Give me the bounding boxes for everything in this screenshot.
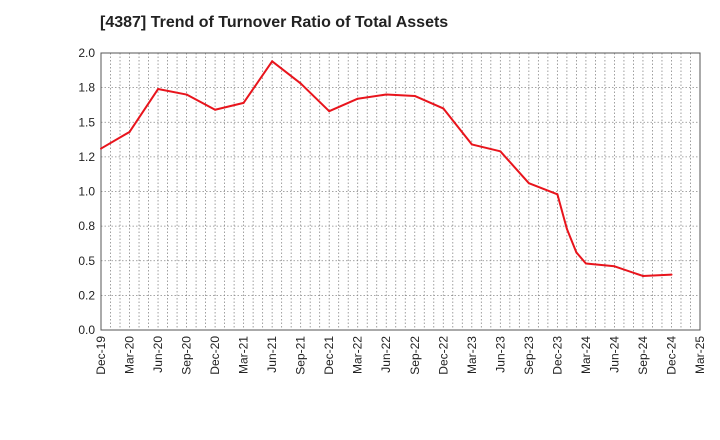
y-tick-label: 0.2 xyxy=(78,288,95,302)
data-point xyxy=(613,265,616,268)
plot-frame xyxy=(100,52,701,331)
data-point xyxy=(100,147,102,150)
y-tick-label: 1.5 xyxy=(78,115,95,129)
y-tick-label: 0.5 xyxy=(78,254,95,268)
data-point xyxy=(157,88,160,91)
data-point xyxy=(584,262,587,265)
data-point xyxy=(328,110,331,113)
x-tick-label: Mar-23 xyxy=(465,336,479,374)
data-point xyxy=(470,143,473,146)
x-tick-label: Jun-24 xyxy=(607,336,621,373)
data-point xyxy=(499,150,502,153)
x-tick-label: Mar-20 xyxy=(123,336,137,374)
x-tick-label: Mar-25 xyxy=(693,336,707,374)
data-point xyxy=(641,274,644,277)
y-tick-label: 2.0 xyxy=(78,46,95,60)
data-point xyxy=(556,193,559,196)
x-tick-label: Sep-22 xyxy=(408,336,422,375)
y-tick-label: 1.2 xyxy=(78,150,95,164)
y-tick-label: 0.0 xyxy=(78,323,95,337)
x-tick-label: Sep-20 xyxy=(180,336,194,375)
x-tick-label: Dec-19 xyxy=(94,336,108,375)
x-tick-label: Sep-23 xyxy=(522,336,536,375)
data-point xyxy=(299,82,302,85)
x-tick-label: Jun-23 xyxy=(493,336,507,373)
data-point xyxy=(565,227,568,230)
x-tick-label: Dec-23 xyxy=(550,336,564,375)
x-tick-label: Mar-24 xyxy=(579,336,593,374)
y-tick-label: 1.8 xyxy=(78,81,95,95)
data-point xyxy=(185,93,188,96)
data-point xyxy=(128,130,131,133)
data-point xyxy=(242,101,245,104)
y-tick-label: 1.0 xyxy=(78,185,95,199)
x-tick-label: Sep-24 xyxy=(636,336,650,375)
data-point xyxy=(670,273,673,276)
data-point xyxy=(214,108,217,111)
data-point xyxy=(356,97,359,100)
plot-area xyxy=(101,53,700,330)
x-tick-label: Jun-20 xyxy=(151,336,165,373)
x-tick-label: Jun-21 xyxy=(265,336,279,373)
data-point xyxy=(527,182,530,185)
x-tick-label: Jun-22 xyxy=(379,336,393,373)
data-point xyxy=(575,251,578,254)
y-tick-label: 0.8 xyxy=(78,219,95,233)
x-tick-label: Sep-21 xyxy=(294,336,308,375)
data-point xyxy=(271,60,274,63)
x-tick-label: Mar-22 xyxy=(351,336,365,374)
data-point xyxy=(413,94,416,97)
x-tick-label: Dec-20 xyxy=(208,336,222,375)
x-tick-label: Dec-22 xyxy=(436,336,450,375)
x-tick-label: Dec-24 xyxy=(664,336,678,375)
data-point xyxy=(442,107,445,110)
chart-title: [4387] Trend of Turnover Ratio of Total … xyxy=(100,14,449,31)
x-tick-label: Mar-21 xyxy=(237,336,251,374)
x-tick-label: Dec-21 xyxy=(322,336,336,375)
data-point xyxy=(385,93,388,96)
